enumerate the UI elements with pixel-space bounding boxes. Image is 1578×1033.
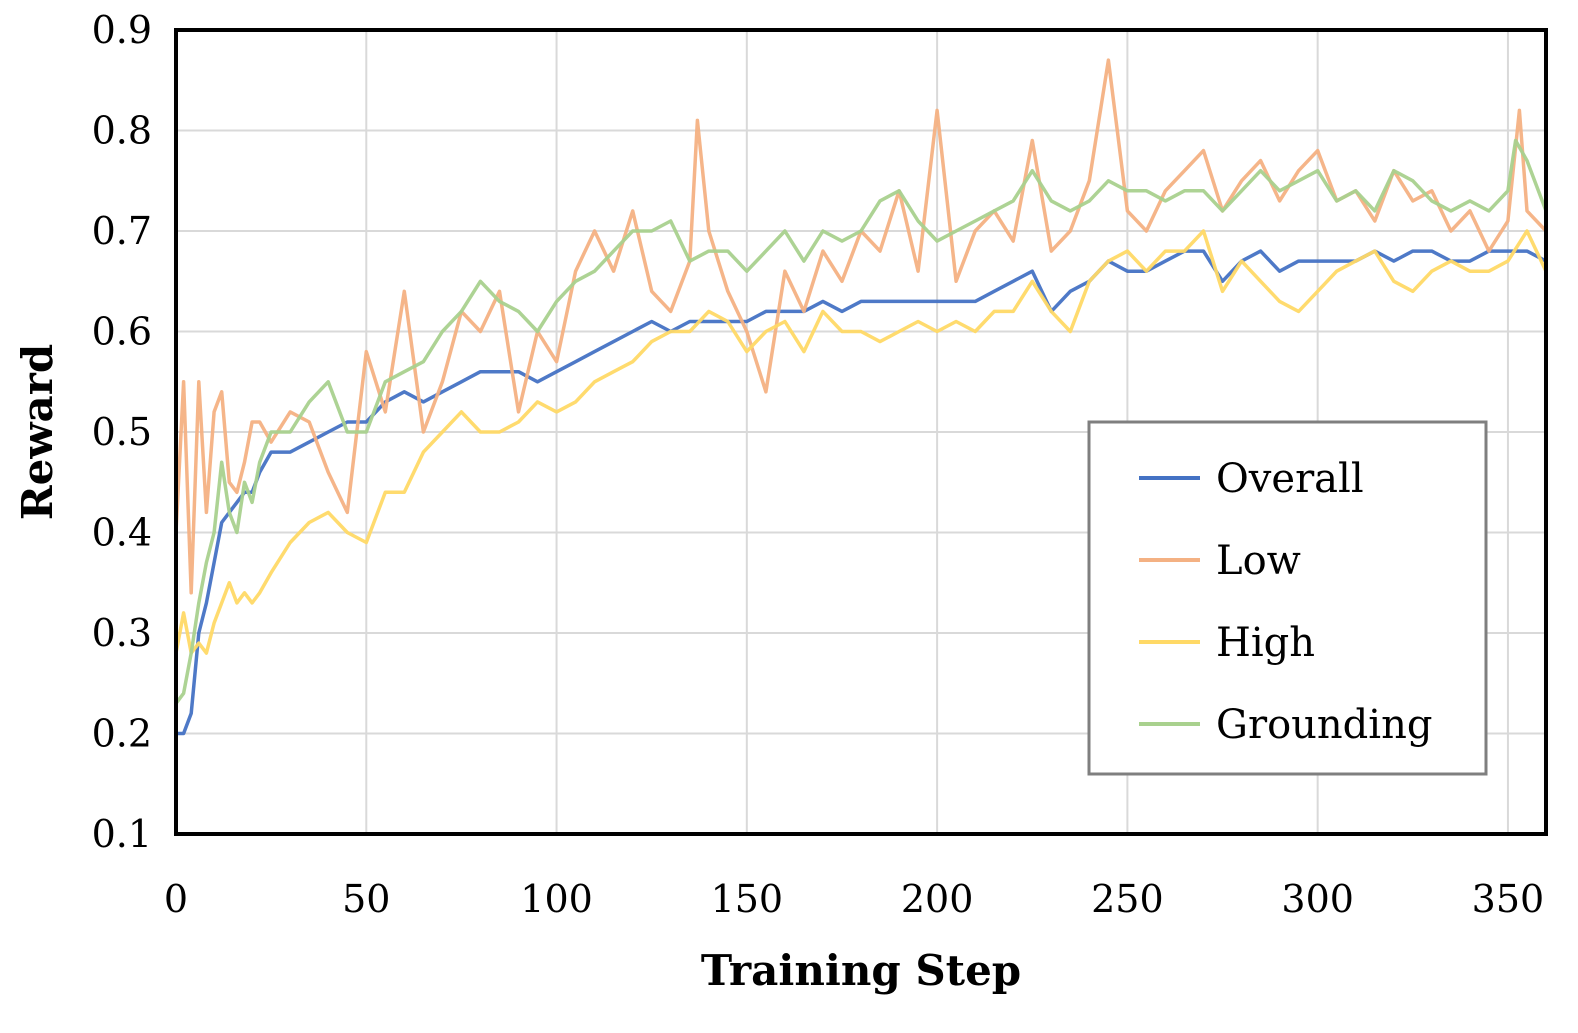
series-lines [174,58,1548,736]
x-tick-label: 100 [520,877,593,921]
y-tick-label: 0.1 [92,812,152,856]
series-line-high [174,229,1548,655]
x-axis-title: Training Step [701,946,1021,995]
y-tick-label: 0.5 [92,410,152,454]
series-line-grounding [174,138,1548,706]
legend-label-low: Low [1216,538,1301,584]
plot-frame [174,28,1548,836]
y-tick-label: 0.7 [92,209,152,253]
legend-label-overall: Overall [1216,456,1364,502]
y-tick-label: 0.2 [92,712,152,756]
x-tick-label: 150 [711,877,784,921]
x-tick-label: 200 [901,877,974,921]
legend: Overall Low High Grounding [1087,420,1488,776]
legend-label-grounding: Grounding [1216,702,1432,748]
legend-box [1087,420,1488,776]
y-tick-label: 0.9 [92,8,152,52]
x-tick-label: 50 [342,877,390,921]
y-tick-label: 0.6 [92,310,152,354]
x-tick-label: 250 [1091,877,1164,921]
y-tick-label: 0.8 [92,109,152,153]
y-axis-ticks: 0.1 0.2 0.3 0.4 0.5 0.6 0.7 0.8 0.9 [92,8,152,856]
y-tick-label: 0.4 [92,511,152,555]
x-tick-label: 350 [1472,877,1545,921]
y-tick-label: 0.3 [92,611,152,655]
legend-items: Overall Low High Grounding [1139,456,1432,748]
series-line-overall [174,249,1548,736]
legend-label-high: High [1216,620,1315,666]
y-axis-title: Reward [13,344,62,521]
x-tick-label: 0 [164,877,188,921]
x-tick-label: 300 [1281,877,1354,921]
x-axis-ticks: 0 50 100 150 200 250 300 350 [164,877,1544,921]
